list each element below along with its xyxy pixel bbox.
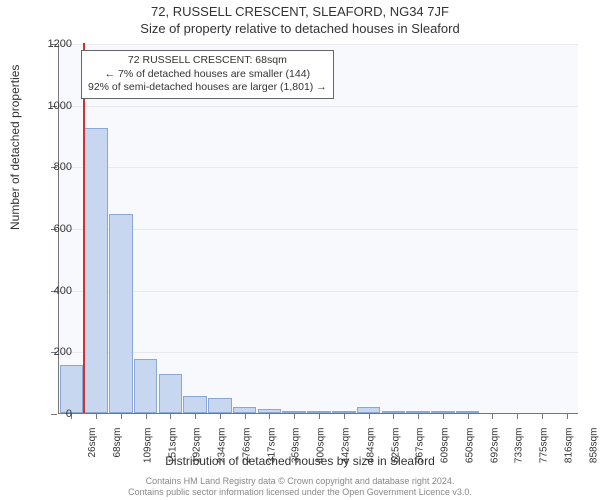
x-tick-label: 26sqm [87,428,98,458]
histogram-bar [134,359,158,413]
x-tick [567,413,568,419]
histogram-bar [60,365,84,413]
chart-area: 72 RUSSELL CRESCENT: 68sqm ← 7% of detac… [58,44,578,414]
plot-area: 72 RUSSELL CRESCENT: 68sqm ← 7% of detac… [58,44,578,414]
gridline [59,229,578,230]
x-tick-label: 109sqm [142,428,153,464]
x-tick [418,413,419,419]
x-tick-label: 442sqm [341,428,352,464]
x-tick-label: 692sqm [489,428,500,464]
x-tick [517,413,518,419]
y-tick-label: 1000 [48,100,72,112]
x-tick [195,413,196,419]
gridline [59,106,578,107]
x-tick [121,413,122,419]
x-tick-label: 276sqm [242,428,253,464]
x-tick [294,413,295,419]
x-tick-label: 400sqm [316,428,327,464]
footer-line: Contains HM Land Registry data © Crown c… [0,476,600,487]
x-tick-label: 151sqm [167,428,178,464]
x-tick [344,413,345,419]
annotation-line: ← 7% of detached houses are smaller (144… [88,68,327,82]
y-axis-title: Number of detached properties [8,65,22,230]
x-tick [393,413,394,419]
x-tick-label: 359sqm [291,428,302,464]
annotation-box: 72 RUSSELL CRESCENT: 68sqm ← 7% of detac… [81,50,334,99]
x-tick-label: 525sqm [390,428,401,464]
footer-line: Contains public sector information licen… [0,487,600,498]
y-tick-label: 0 [66,408,72,420]
x-tick [170,413,171,419]
x-tick-label: 68sqm [112,428,123,458]
annotation-line: 72 RUSSELL CRESCENT: 68sqm [88,54,327,68]
gridline [59,167,578,168]
histogram-bar [109,214,133,413]
x-tick-label: 650sqm [464,428,475,464]
x-tick-label: 234sqm [217,428,228,464]
x-tick [492,413,493,419]
title-block: 72, RUSSELL CRESCENT, SLEAFORD, NG34 7JF… [0,0,600,36]
x-tick-label: 317sqm [266,428,277,464]
x-tick-label: 567sqm [415,428,426,464]
histogram-bar [84,128,108,413]
x-tick [245,413,246,419]
x-tick [269,413,270,419]
x-tick [468,413,469,419]
x-tick [96,413,97,419]
annotation-line: 92% of semi-detached houses are larger (… [88,81,327,95]
y-tick-label: 400 [54,285,72,297]
x-tick-label: 733sqm [514,428,525,464]
page-title: 72, RUSSELL CRESCENT, SLEAFORD, NG34 7JF [0,4,600,19]
x-tick [542,413,543,419]
y-tick-label: 200 [54,346,72,358]
x-tick [369,413,370,419]
page-subtitle: Size of property relative to detached ho… [0,21,600,36]
footer: Contains HM Land Registry data © Crown c… [0,476,600,498]
x-tick-label: 858sqm [588,428,599,464]
x-tick-label: 609sqm [440,428,451,464]
y-tick [51,414,57,415]
x-tick-label: 775sqm [539,428,550,464]
x-tick [319,413,320,419]
x-tick-label: 192sqm [192,428,203,464]
x-tick [220,413,221,419]
x-tick [146,413,147,419]
gridline [59,44,578,45]
y-tick-label: 1200 [48,38,72,50]
x-tick-label: 816sqm [563,428,574,464]
gridline [59,291,578,292]
x-tick [443,413,444,419]
histogram-bar [208,398,232,413]
histogram-bar [159,374,183,413]
y-tick-label: 800 [54,161,72,173]
x-tick-label: 484sqm [365,428,376,464]
histogram-bar [183,396,207,413]
y-tick-label: 600 [54,223,72,235]
gridline [59,352,578,353]
